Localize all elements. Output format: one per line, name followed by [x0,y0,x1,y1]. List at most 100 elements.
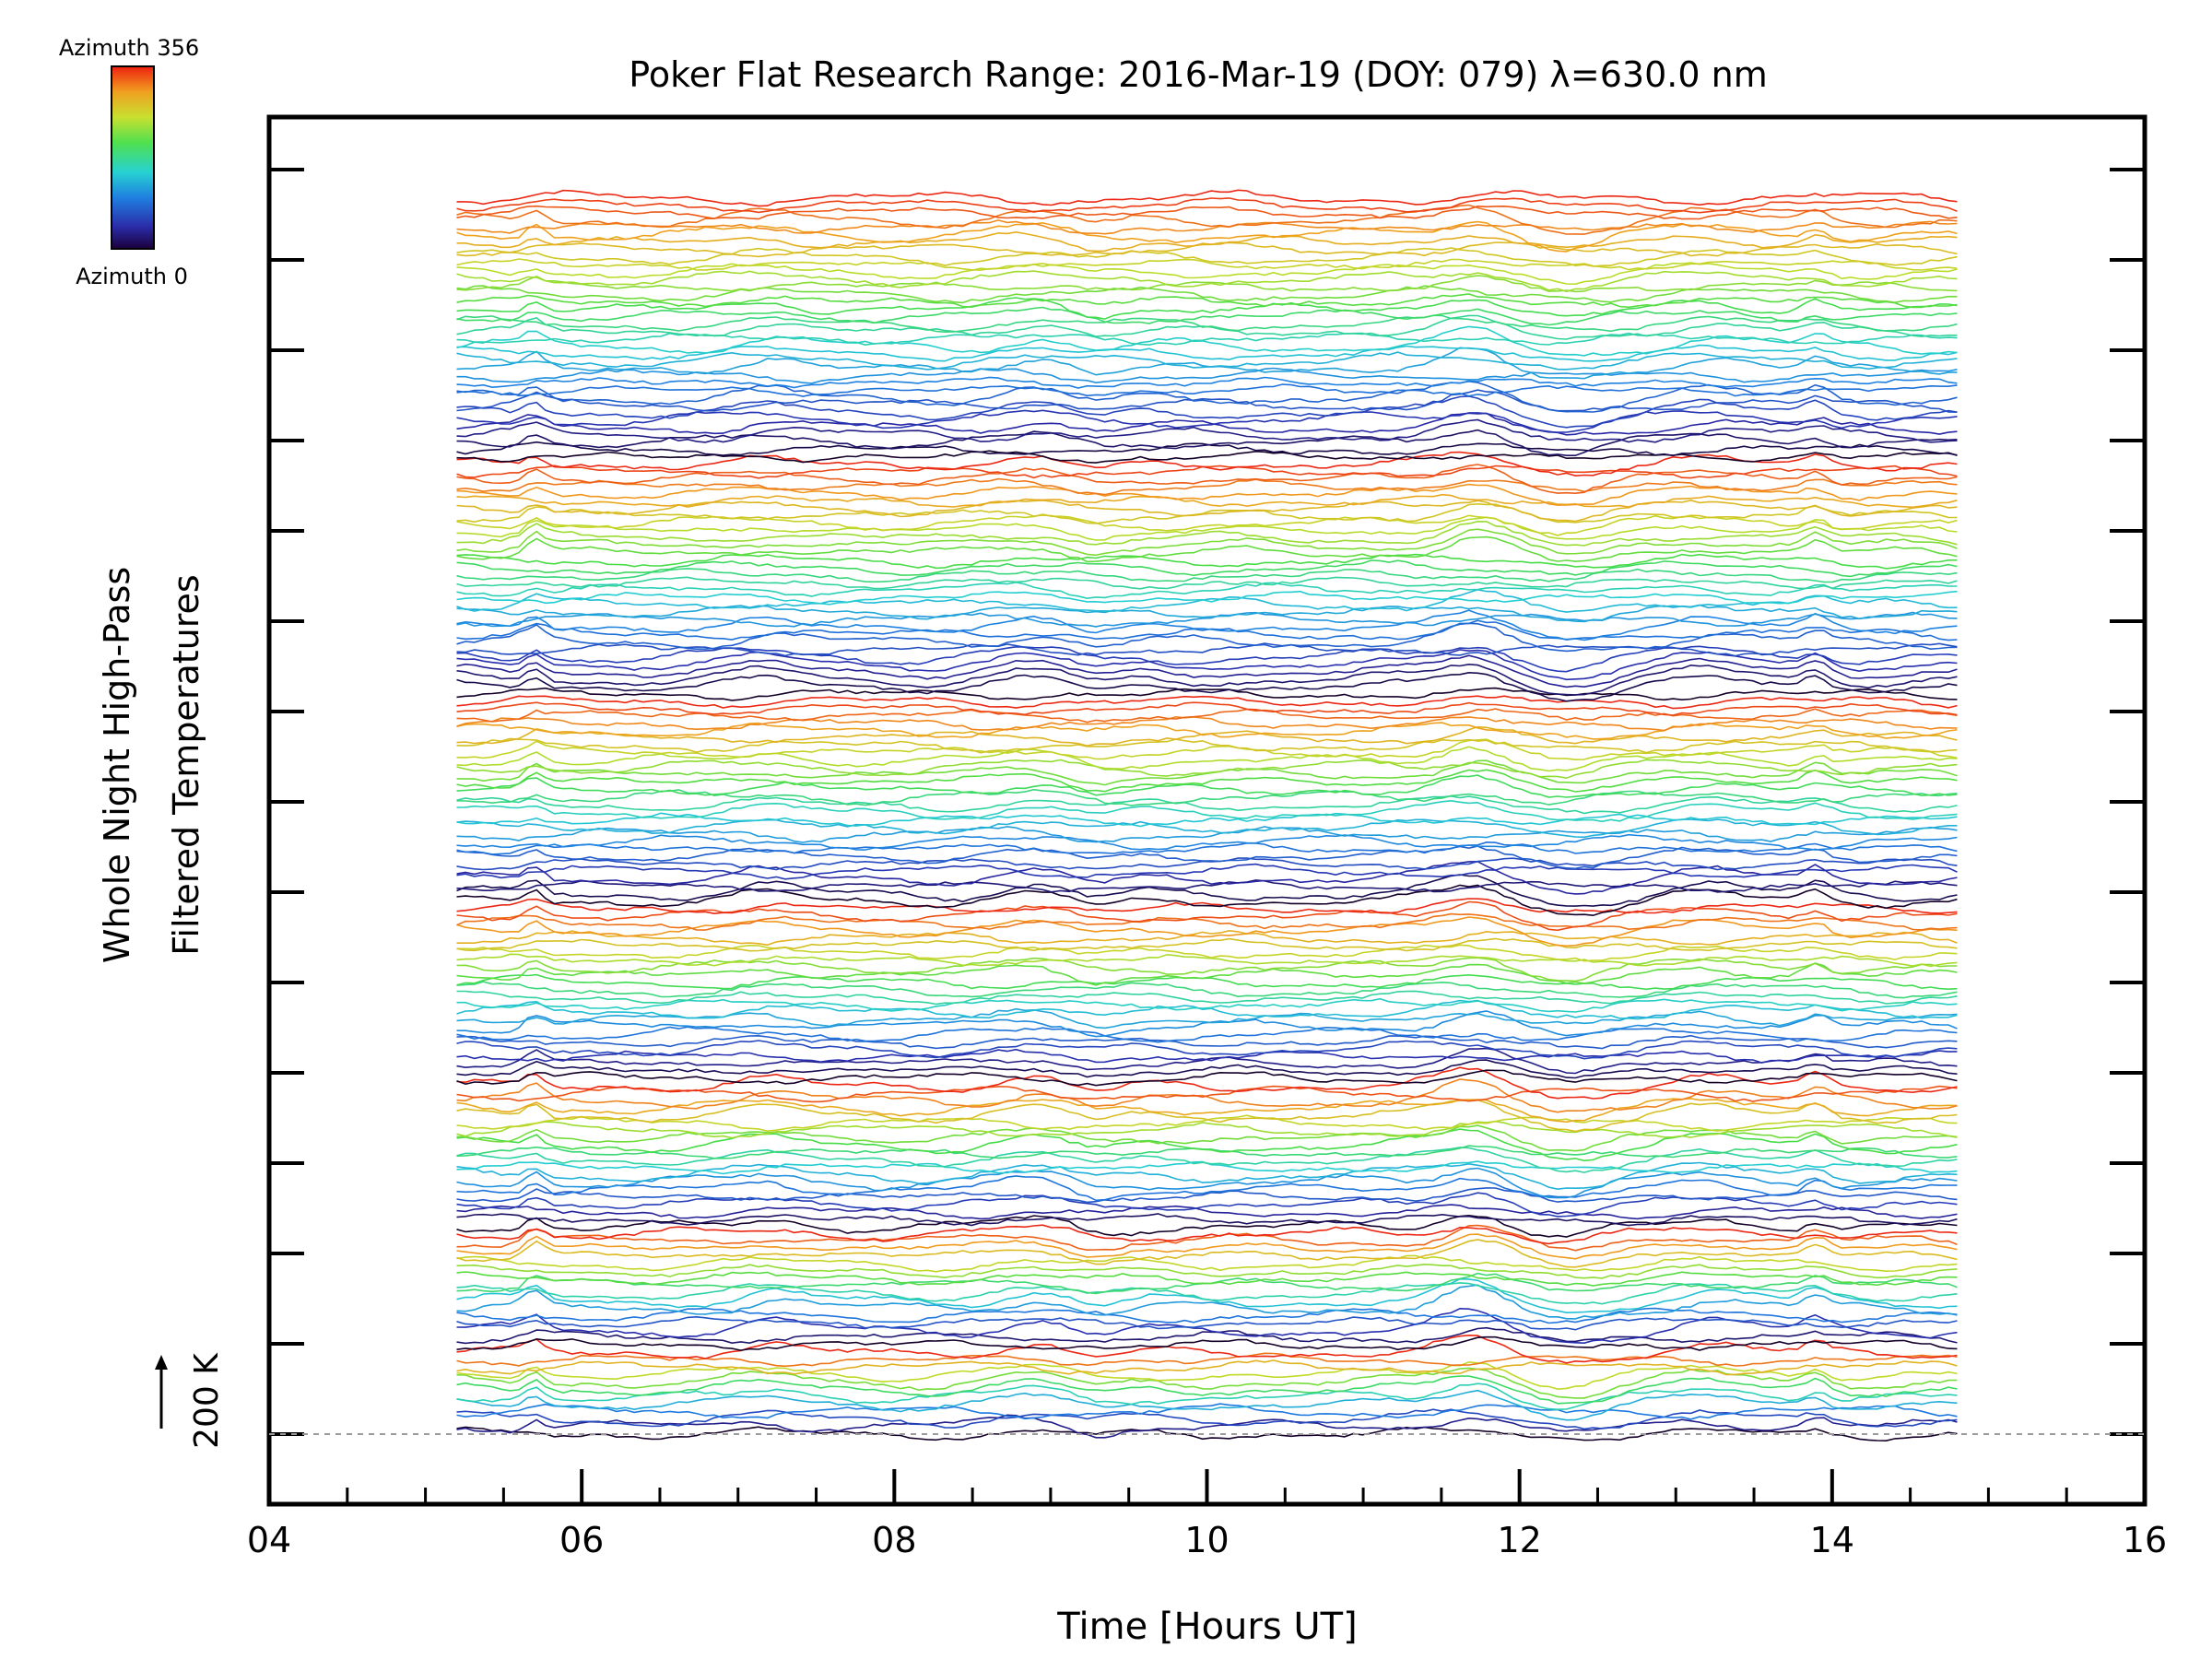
series-line [456,654,1958,688]
series-line [456,898,1958,915]
series-line [456,189,1958,207]
series-line [456,826,1958,843]
scale-bar-label: 200 K [188,1352,226,1449]
scale-bar: 200 K [155,1352,226,1449]
series-line [456,1408,1958,1430]
colorbar-bottom-label: Azimuth 0 [76,264,188,289]
series-line [456,722,1958,740]
series-line [456,197,1958,214]
series-line [456,559,1958,578]
series-line [456,450,1958,464]
series-line [456,205,1958,220]
series-line [456,649,1958,681]
series-line [456,774,1958,798]
series-line [456,794,1958,815]
series-line [456,502,1958,524]
scale-bar-arrow-head [155,1355,168,1370]
series-line [456,1307,1958,1345]
series-line [456,671,1958,702]
series-line [456,708,1958,724]
series-line [456,285,1958,304]
series-line [456,1403,1958,1420]
series-line [456,528,1958,557]
series-line [456,715,1958,732]
series-line [456,663,1958,696]
series-line [456,990,1958,1006]
series-line [456,383,1958,397]
series-line [456,687,1958,701]
series-line [456,999,1958,1020]
series-line [456,1034,1958,1050]
x-tick-label: 12 [1497,1520,1541,1560]
series-line [456,429,1958,456]
series-line [456,1224,1958,1245]
series-line [456,1192,1958,1218]
series-line [456,769,1958,793]
series-line [456,275,1958,293]
series-line [456,622,1958,653]
series-line [456,912,1958,931]
series-line [456,1367,1958,1399]
series-line [456,1224,1958,1252]
series-line [456,219,1958,235]
series-line [456,1233,1958,1260]
series-line [456,799,1958,823]
series-line [456,1214,1958,1238]
x-tick-label: 14 [1810,1520,1854,1560]
series-line [456,1360,1958,1391]
colorbar-top-label: Azimuth 356 [59,35,199,61]
y-axis-label-line2: Filtered Temperatures [166,574,206,955]
series-line [456,857,1958,871]
series-line [456,937,1958,952]
series-line [456,520,1958,547]
series-line [456,738,1958,761]
series-line [456,389,1958,413]
series-line [456,483,1958,506]
series-line [456,879,1958,893]
series-line [456,247,1958,267]
series-line [456,812,1958,828]
series-line [456,1239,1958,1268]
series-line [456,325,1958,357]
series-line [456,588,1958,613]
series-line [456,270,1958,293]
series-line [456,258,1958,271]
series-line [456,1334,1958,1364]
colorbar [111,65,155,250]
x-tick-label: 06 [559,1520,604,1560]
series-line [456,204,1958,235]
series-line [456,1284,1958,1320]
series-line [456,1375,1958,1405]
series-lines [456,189,1958,1442]
series-line [456,590,1958,606]
x-axis-ticks: 04 06 08 10 12 14 16 [247,1469,2167,1560]
series-line [456,1335,1958,1351]
series-line [456,230,1958,253]
series-line [456,957,1958,982]
series-line [456,293,1958,309]
series-line [456,609,1958,641]
series-line [456,981,1958,999]
series-line [456,1359,1958,1376]
series-line [456,1059,1958,1079]
series-line [456,451,1958,477]
series-line [456,759,1958,780]
series-line [456,568,1958,583]
series-line [456,1128,1958,1162]
series-line [456,1120,1958,1139]
series-line [456,645,1958,673]
series-line [456,1161,1958,1191]
series-line [456,1147,1958,1173]
series-line [456,604,1958,623]
series-line [456,493,1958,509]
series-line [456,737,1958,754]
series-line [456,1282,1958,1305]
series-line [456,944,1958,962]
series-line [456,788,1958,806]
series-line [456,611,1958,628]
series-line [456,1145,1958,1159]
x-tick-label: 16 [2123,1520,2167,1560]
series-line [456,412,1958,436]
series-line [456,962,1958,986]
series-line [456,1315,1958,1331]
